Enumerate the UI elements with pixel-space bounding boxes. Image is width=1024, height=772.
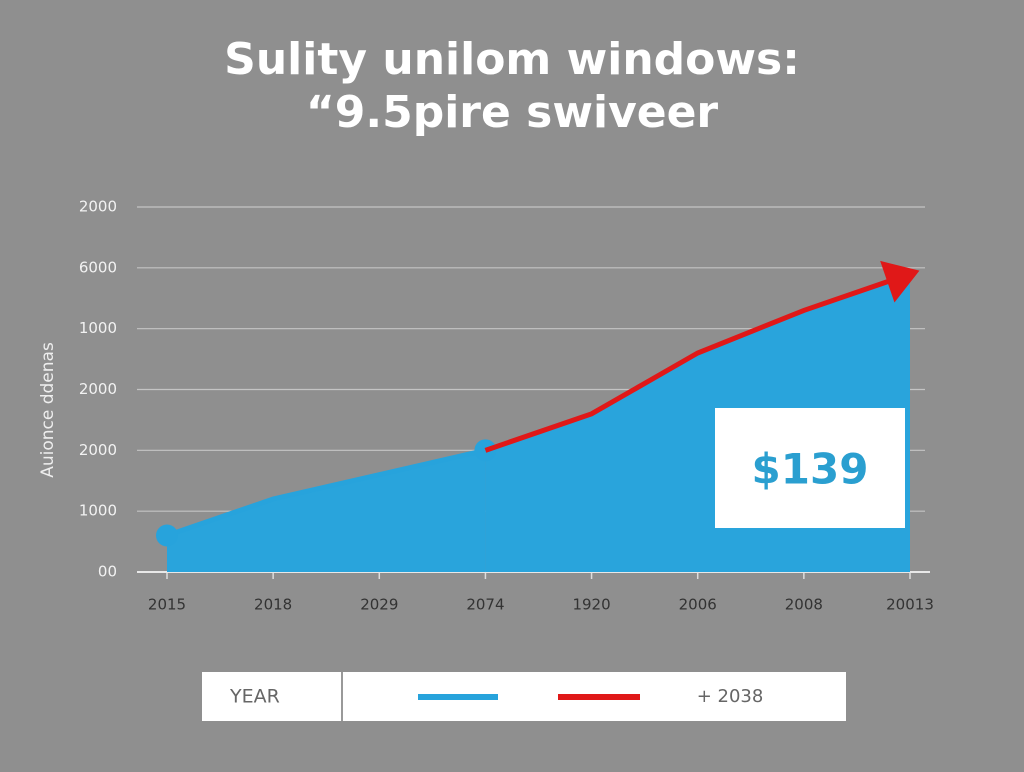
chart-title: Sulity unilom windows: [224, 34, 800, 85]
annotation: $139 [752, 445, 869, 494]
y-tick-label: 1000 [79, 319, 117, 337]
y-tick-label: 2000 [79, 380, 117, 398]
y-axis-label: Auionce ddenas [38, 342, 58, 478]
x-tick-label: 1920 [572, 596, 610, 614]
x-tick-label: 2074 [466, 596, 504, 614]
x-tick-label: 2029 [360, 596, 398, 614]
x-tick-label: 2015 [148, 596, 186, 614]
y-tick-label: 2000 [79, 198, 117, 216]
annotation-box [715, 408, 905, 528]
point-marker [156, 524, 178, 547]
y-tick-label: 6000 [79, 258, 117, 276]
x-tick-label: 2008 [785, 596, 823, 614]
line [166, 447, 486, 538]
y-tick-label: 00 [98, 563, 117, 581]
y-tick-label: 2000 [79, 441, 117, 459]
y-tick-label: 1000 [79, 502, 117, 520]
line [484, 271, 911, 453]
x-tick-label: 2006 [679, 596, 717, 614]
chart-subtitle: “9.5pire swiveer [306, 87, 719, 138]
area [167, 450, 486, 572]
legend-box [202, 672, 846, 721]
legend-note: + 2038 [697, 686, 764, 707]
x-tick-label: 20013 [886, 596, 934, 614]
legend-title: YEAR [229, 686, 280, 708]
arrow-head [880, 260, 920, 303]
x-tick-label: 2018 [254, 596, 292, 614]
